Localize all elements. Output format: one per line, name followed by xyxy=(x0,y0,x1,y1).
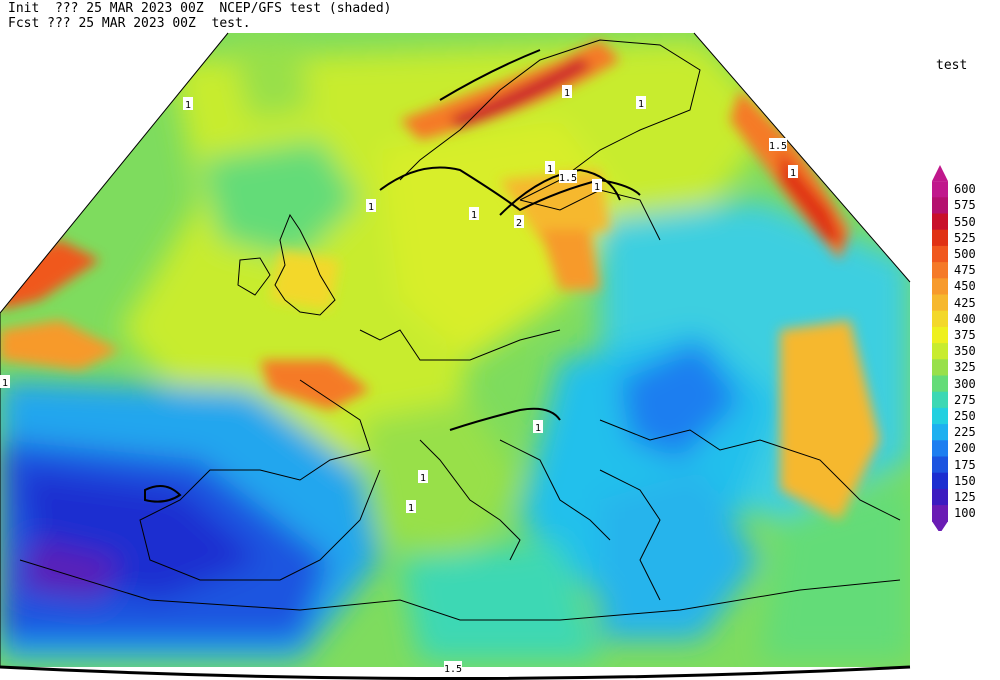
legend-swatch xyxy=(932,407,948,425)
legend-swatch xyxy=(932,359,948,376)
contour-label: 2 xyxy=(516,218,522,229)
legend-level-label: 450 xyxy=(954,279,976,294)
legend-level-label: 250 xyxy=(954,409,976,423)
legend-swatch xyxy=(932,310,948,328)
contour-label: 1 xyxy=(790,168,796,179)
contour-label: 1 xyxy=(408,503,414,514)
contour-label: 1 xyxy=(638,99,644,110)
contour-labels: 1 1 1.5 1 1 1 1 1.5 1 1 2 1 1 1 1 1.5 xyxy=(0,85,798,675)
legend-level-label: 500 xyxy=(954,247,976,261)
contour-label: 1.5 xyxy=(559,173,577,184)
legend-min-arrow xyxy=(932,521,948,532)
legend-level-label: 300 xyxy=(954,376,976,391)
contour-label: 1 xyxy=(535,423,541,434)
legend-level-label: 100 xyxy=(954,506,976,521)
contour-label: 1 xyxy=(420,473,426,484)
legend-level-label: 400 xyxy=(954,311,976,326)
init-time-line: Init ??? 25 MAR 2023 00Z NCEP/GFS test (… xyxy=(8,1,392,16)
legend-swatch xyxy=(932,488,948,506)
legend-level-label: 375 xyxy=(954,328,976,342)
legend-swatch xyxy=(932,375,948,393)
color-legend: 600 575 550 525 500 475 450 425 400 375 350 325 300 2… xyxy=(928,165,998,532)
legend-swatch xyxy=(932,245,948,263)
coastlines xyxy=(19,39,901,621)
legend-level-label: 475 xyxy=(954,263,976,278)
legend-level-label: 575 xyxy=(954,198,976,213)
legend-colorbar xyxy=(932,165,948,532)
legend-swatch xyxy=(932,326,948,344)
contour-label: 1 xyxy=(2,378,8,389)
contour-label: 1 xyxy=(594,182,600,193)
legend-level-label: 550 xyxy=(954,214,976,229)
legend-swatch xyxy=(932,391,948,409)
legend-level-label: 275 xyxy=(954,392,976,407)
legend-max-arrow xyxy=(932,165,948,182)
legend-swatch xyxy=(932,197,948,214)
legend-swatch xyxy=(932,472,948,490)
legend-level-label: 200 xyxy=(954,441,976,456)
legend-swatch xyxy=(932,456,948,474)
domain-bottom-arc xyxy=(0,665,911,680)
legend-swatch xyxy=(932,181,948,198)
legend-level-label: 525 xyxy=(954,230,976,245)
legend-swatch xyxy=(932,262,948,279)
legend-swatch xyxy=(932,294,948,312)
domain-outline xyxy=(0,32,911,667)
legend-level-label: 425 xyxy=(954,295,976,310)
legend-swatch xyxy=(932,278,948,295)
legend-swatch xyxy=(932,505,948,522)
legend-swatch xyxy=(932,229,948,247)
contour-label: 1 xyxy=(471,210,477,221)
contour-label: 1.5 xyxy=(444,664,462,675)
legend-swatch xyxy=(932,440,948,457)
legend-level-label: 175 xyxy=(954,457,976,472)
contour-label: 1.5 xyxy=(769,141,787,152)
legend-title: test xyxy=(936,58,968,73)
legend-swatch xyxy=(932,424,948,441)
legend-level-label: 350 xyxy=(954,344,976,359)
legend-level-label: 150 xyxy=(954,473,976,488)
legend-level-label: 225 xyxy=(954,425,976,440)
legend-swatch xyxy=(932,343,948,360)
contour-label: 1 xyxy=(368,202,374,213)
legend-level-label: 600 xyxy=(954,182,976,197)
contour-label: 1 xyxy=(547,164,553,175)
contour-label: 1 xyxy=(185,100,191,111)
forecast-time-line: Fcst ??? 25 MAR 2023 00Z test. xyxy=(8,16,251,31)
legend-level-label: 325 xyxy=(954,360,976,375)
contour-label: 1 xyxy=(564,88,570,99)
test-contours xyxy=(144,49,641,503)
legend-swatch xyxy=(932,213,948,231)
legend-level-label: 125 xyxy=(954,490,976,504)
